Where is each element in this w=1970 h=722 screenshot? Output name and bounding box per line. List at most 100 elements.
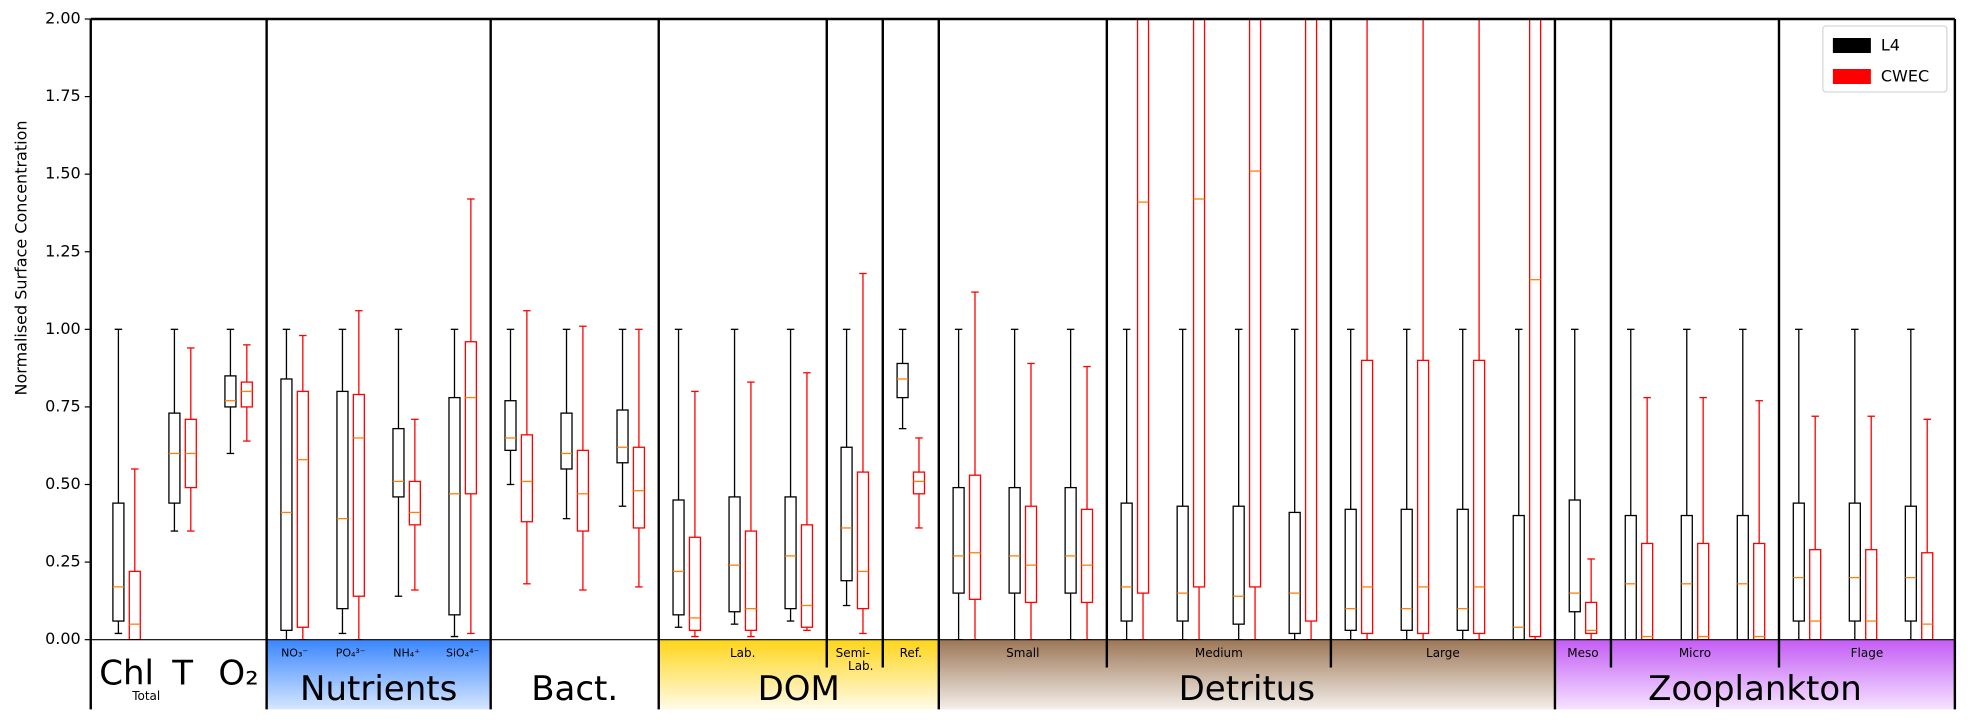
box: [1568, 499, 1581, 613]
box: [840, 446, 853, 582]
panel-label: Lab.: [848, 659, 873, 673]
box: [168, 412, 181, 504]
panel-label: Meso: [1567, 646, 1598, 660]
box: [728, 496, 741, 613]
box: [1288, 511, 1301, 635]
box: [1865, 549, 1878, 640]
box: [616, 409, 629, 464]
box: [672, 499, 685, 616]
panel-label: Chl: [99, 654, 154, 694]
box: [688, 536, 702, 632]
box: [408, 480, 422, 526]
box: [504, 400, 517, 452]
y-tick-label: 0.50: [45, 474, 81, 493]
box: [784, 496, 797, 610]
box: [464, 341, 478, 495]
box: [280, 378, 293, 632]
legend-swatch: [1832, 69, 1871, 84]
box: [1641, 542, 1654, 640]
panel-background: [658, 639, 939, 710]
box: [1456, 508, 1469, 632]
box: [1232, 505, 1245, 625]
panel-background: [938, 639, 1555, 710]
y-tick-label: 0.75: [45, 396, 81, 415]
panel-label: Zooplankton: [1648, 669, 1862, 709]
box: [1921, 552, 1934, 640]
box: [1024, 505, 1038, 604]
legend-swatch: [1832, 38, 1871, 53]
plot-area: [112, 19, 1934, 640]
panel-label: DOM: [758, 669, 840, 709]
box: [576, 449, 590, 532]
box: [1400, 508, 1413, 632]
box: [1584, 601, 1598, 635]
box: [1792, 502, 1805, 622]
box: [896, 362, 909, 399]
box: [1697, 542, 1710, 640]
panel-sublabel: Total: [131, 689, 160, 703]
box: [1736, 514, 1749, 640]
panel-backgrounds: [266, 639, 1955, 710]
panel-label: O₂: [218, 654, 258, 694]
box: [1136, 19, 1150, 594]
box: [336, 390, 349, 610]
panel-label: Medium: [1195, 646, 1243, 660]
box: [240, 381, 253, 408]
box: [352, 393, 365, 597]
box: [1624, 514, 1637, 640]
panel-label: NH₄⁺: [393, 647, 420, 660]
panel-label: Micro: [1679, 646, 1711, 660]
box: [1080, 508, 1094, 604]
legend-label: CWEC: [1881, 67, 1929, 86]
box: [1192, 19, 1206, 588]
panel-label: Detritus: [1179, 669, 1315, 709]
box: [560, 412, 573, 470]
box: [112, 502, 125, 622]
box: [856, 471, 870, 610]
box: [744, 530, 758, 632]
box: [1120, 502, 1133, 622]
box: [520, 434, 534, 523]
panel-background: [1554, 639, 1955, 710]
box: [1680, 514, 1693, 640]
panel-label: Nutrients: [300, 669, 457, 709]
box: [632, 446, 646, 529]
legend-label: L4: [1881, 36, 1900, 55]
box: [952, 486, 965, 594]
box: [392, 427, 405, 498]
y-tick-label: 1.00: [45, 319, 81, 338]
box: [1064, 486, 1077, 594]
box: [912, 471, 926, 495]
panel-background: [266, 639, 491, 710]
box: [1008, 486, 1021, 594]
panel-label: Bact.: [531, 669, 618, 709]
y-tick-label: 0.25: [45, 552, 81, 571]
box: [1512, 514, 1525, 640]
box: [968, 474, 982, 600]
box: [296, 390, 309, 628]
panel-label: Flage: [1851, 646, 1884, 660]
box: [1360, 359, 1374, 635]
box: [1472, 359, 1486, 635]
box: [1753, 542, 1766, 640]
box: [1248, 19, 1262, 588]
y-tick-label: 1.50: [45, 164, 81, 183]
box: [1528, 19, 1542, 638]
box: [800, 524, 814, 628]
box: [1416, 359, 1430, 635]
y-tick-label: 0.00: [45, 629, 81, 648]
panel-label: T: [171, 654, 193, 694]
panel-label: SiO₄⁴⁻: [446, 647, 480, 660]
box: [1809, 549, 1822, 640]
box: [448, 396, 461, 616]
box: [224, 375, 237, 408]
panel-label: PO₄³⁻: [336, 647, 366, 660]
box: [1848, 502, 1861, 622]
box: [1176, 505, 1189, 622]
y-tick-label: 1.25: [45, 241, 81, 260]
y-tick-label: 1.75: [45, 86, 81, 105]
panel-label: Small: [1006, 646, 1039, 660]
box: [1344, 508, 1357, 632]
panel-label: NO₃⁻: [281, 647, 308, 660]
